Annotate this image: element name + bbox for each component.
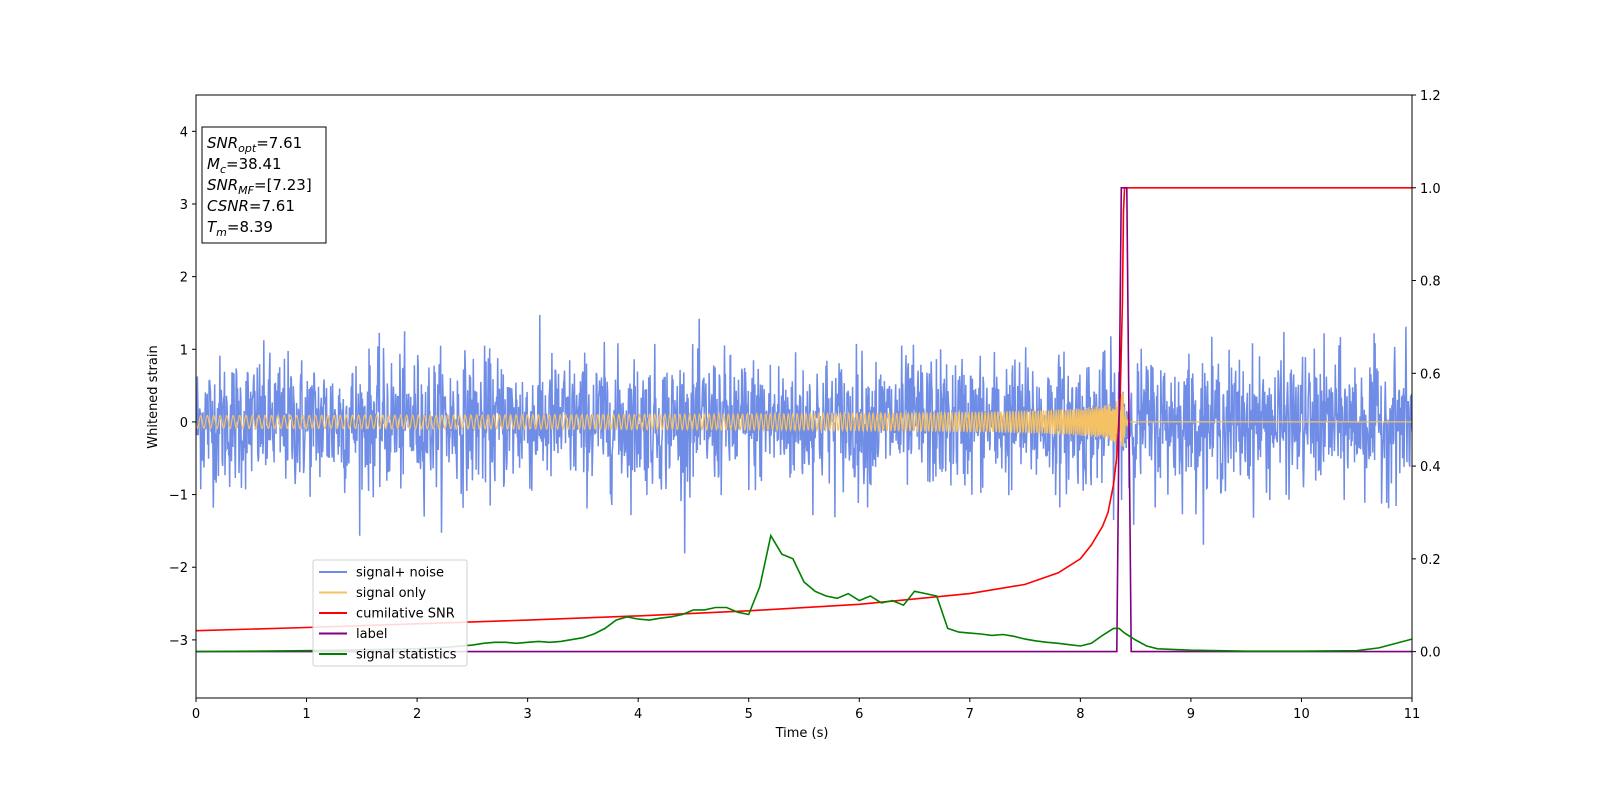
x-tick-label: 8 [1076,707,1084,722]
x-tick-label: 11 [1404,707,1421,722]
info-line: CSNR=7.61 [207,197,295,215]
x-tick-label: 6 [855,707,863,722]
legend-label: signal only [356,586,426,601]
x-tick-label: 3 [523,707,531,722]
y-tick-label: 2 [180,271,188,286]
y-tick-label: −2 [169,561,188,576]
x-tick-label: 7 [966,707,974,722]
x-tick-label: 0 [192,707,200,722]
y-tick-label: 3 [180,198,188,213]
y2-tick-label: 0.0 [1420,646,1441,661]
info-line: Tm=8.39 [207,218,273,239]
cumilative-snr-line [196,187,1412,632]
y-tick-label: −3 [169,634,188,649]
y2-tick-label: 0.6 [1420,367,1441,382]
legend: signal+ noise signal only cumilative SNR la… [312,559,468,667]
x-tick-label: 5 [745,707,753,722]
info-line: SNRopt=7.61 [207,134,302,155]
signal-noise-line [196,314,1412,554]
legend-label: label [356,627,387,642]
x-tick-label: 9 [1187,707,1195,722]
y2-tick-label: 1.2 [1420,89,1441,104]
y2-tick-label: 0.4 [1420,460,1441,475]
info-box-frame [201,126,327,244]
info-box: SNRopt=7.61Mc=38.41SNRMF=[7.23]CSNR=7.61… [201,126,327,244]
legend-label: signal+ noise [356,566,444,581]
x-tick-label: 10 [1293,707,1310,722]
x-tick-label: 2 [413,707,421,722]
x-tick-label: 1 [302,707,310,722]
y-tick-label: 0 [180,416,188,431]
legend-frame [312,559,468,667]
info-line: Mc=38.41 [207,155,282,176]
legend-label: cumilative SNR [356,607,455,622]
y2-tick-label: 1.0 [1420,182,1441,197]
label-line [196,187,1412,653]
signal-statistics-line [196,533,1412,653]
series-layer [196,187,1412,653]
legend-label: signal statistics [356,648,457,663]
x-axis-label: Time (s) [775,726,829,741]
y-tick-label: −1 [169,489,188,504]
x-tick-label: 4 [634,707,642,722]
plot-frame [195,94,1413,699]
y2-tick-label: 0.8 [1420,275,1441,290]
info-line: SNRMF=[7.23] [207,176,312,197]
signal-only-line [196,392,1412,447]
axis-layer: 0 1 2 3 4 5 6 7 8 9 10 11 −3 −2 −1 0 1 2 3 4 0.0 0.2 0.4 0.6 0.8… [169,89,1441,722]
y-tick-label: 1 [180,343,188,358]
y2-tick-label: 0.2 [1420,553,1441,568]
y-axis-label: Whitened strain [146,345,161,448]
y-tick-label: 4 [180,125,188,140]
